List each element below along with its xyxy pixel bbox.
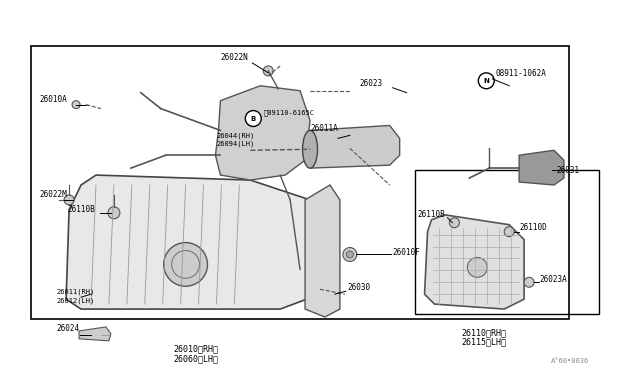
Ellipse shape xyxy=(303,131,317,168)
Circle shape xyxy=(245,110,261,126)
Text: 26031: 26031 xyxy=(556,166,579,174)
Text: 26024: 26024 xyxy=(56,324,79,333)
Text: 26010（RH）: 26010（RH） xyxy=(173,344,218,353)
Polygon shape xyxy=(216,86,310,180)
Text: 26023: 26023 xyxy=(360,79,383,88)
Circle shape xyxy=(504,227,514,237)
Text: 26011A: 26011A xyxy=(310,124,338,133)
Text: 26110D: 26110D xyxy=(519,223,547,232)
Circle shape xyxy=(524,277,534,287)
Polygon shape xyxy=(305,185,340,317)
Text: 08911-1062A: 08911-1062A xyxy=(495,69,546,78)
Circle shape xyxy=(343,247,357,262)
Text: 26010A: 26010A xyxy=(39,95,67,104)
Text: 26110B: 26110B xyxy=(417,210,445,219)
Circle shape xyxy=(108,207,120,219)
Circle shape xyxy=(449,218,460,228)
Circle shape xyxy=(72,101,80,109)
Polygon shape xyxy=(424,215,524,309)
Polygon shape xyxy=(519,150,564,185)
Circle shape xyxy=(467,257,487,277)
Text: 26094(LH): 26094(LH) xyxy=(216,140,255,147)
Text: N: N xyxy=(483,78,489,84)
Bar xyxy=(31,46,569,319)
Text: 26022N: 26022N xyxy=(220,54,248,62)
Circle shape xyxy=(164,243,207,286)
Text: 26110（RH）: 26110（RH） xyxy=(462,328,507,337)
Text: 26012(LH): 26012(LH) xyxy=(56,298,95,304)
Polygon shape xyxy=(79,327,111,341)
Text: 26011(RH): 26011(RH) xyxy=(56,289,95,295)
Text: 26022M: 26022M xyxy=(39,190,67,199)
Text: 26060（LH）: 26060（LH） xyxy=(173,354,218,363)
Circle shape xyxy=(478,73,494,89)
Text: 26023A: 26023A xyxy=(539,275,567,284)
Text: ⑧09110-6165C: ⑧09110-6165C xyxy=(263,109,314,116)
Text: 26030: 26030 xyxy=(348,283,371,292)
Circle shape xyxy=(64,195,74,205)
Text: 26044(RH): 26044(RH) xyxy=(216,132,255,139)
Text: 26115（LH）: 26115（LH） xyxy=(462,337,507,346)
Text: A°60•0036: A°60•0036 xyxy=(550,358,589,364)
Text: 26110B: 26110B xyxy=(67,205,95,214)
Polygon shape xyxy=(310,125,399,168)
Circle shape xyxy=(263,66,273,76)
Circle shape xyxy=(346,251,353,258)
Text: 26010F: 26010F xyxy=(393,248,420,257)
Text: B: B xyxy=(251,116,256,122)
Polygon shape xyxy=(66,175,320,309)
Bar xyxy=(415,170,599,314)
